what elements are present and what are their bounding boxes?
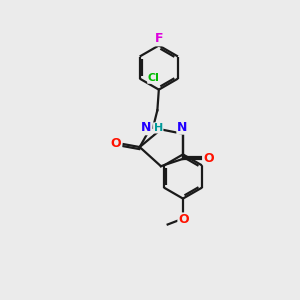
Text: H: H (154, 123, 163, 133)
Text: N: N (177, 121, 188, 134)
Text: O: O (111, 137, 122, 150)
Text: O: O (203, 152, 214, 165)
Text: N: N (141, 122, 152, 134)
Text: Cl: Cl (148, 73, 160, 83)
Text: F: F (154, 32, 163, 46)
Text: O: O (178, 213, 189, 226)
